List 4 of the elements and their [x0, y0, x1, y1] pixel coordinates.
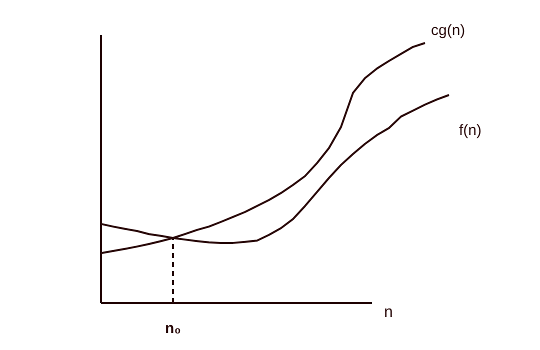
- text: n₀: [165, 320, 181, 337]
- series-label: cg(n): [431, 22, 466, 39]
- x-axis-title: n: [384, 304, 393, 321]
- series-label: f(n): [459, 122, 482, 139]
